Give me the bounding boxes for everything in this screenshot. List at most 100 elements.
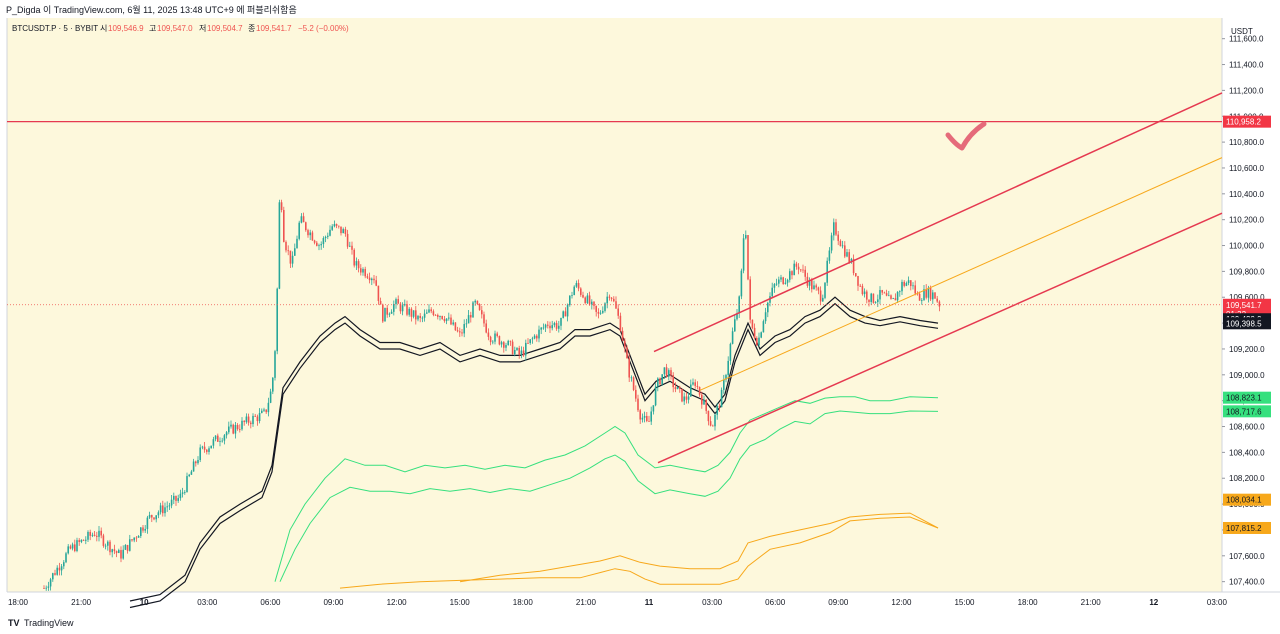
candle-body — [643, 415, 646, 418]
candle-body — [170, 499, 173, 506]
candle-body — [883, 292, 886, 294]
candle-body — [250, 422, 252, 425]
candle-body — [100, 530, 102, 536]
chart[interactable]: USDT BTCUSDT.P · 5 · BYBIT 시 109,546.9 고… — [0, 18, 1280, 612]
candle-body — [144, 528, 146, 531]
candle-body — [485, 323, 487, 333]
candle-body — [503, 342, 505, 348]
candle-body — [789, 271, 791, 280]
candle-body — [124, 544, 127, 550]
candle-body — [929, 287, 932, 300]
candle-body — [802, 269, 804, 271]
horizontal-line[interactable] — [7, 121, 1222, 306]
candle-body — [808, 280, 811, 286]
candle-body — [65, 553, 67, 563]
candle-body — [247, 416, 250, 423]
candle-body — [773, 284, 776, 288]
candle-body — [599, 312, 602, 314]
x-tick-label: 09:00 — [323, 598, 344, 607]
candle-body — [404, 304, 406, 306]
candle-body — [564, 311, 567, 317]
candle-body — [595, 305, 597, 312]
candle-body — [749, 279, 751, 320]
x-tick-label: 18:00 — [513, 598, 534, 607]
candle-body — [635, 389, 637, 399]
candle-body — [318, 245, 320, 247]
candle-body — [98, 530, 100, 537]
candle-body — [863, 291, 866, 295]
candle-body — [217, 435, 219, 442]
candle-body — [362, 269, 364, 273]
orange-band-line — [459, 512, 939, 583]
candle-body — [474, 300, 476, 303]
time-axis[interactable]: 18:00 21:00 10 03:00 06:00 09:00 12:00 15:00 18:… — [8, 598, 1227, 607]
candle-body — [333, 224, 336, 227]
candle-body — [782, 277, 784, 284]
candle-body — [608, 296, 611, 298]
orange-badge — [1223, 493, 1271, 506]
candle-body — [195, 461, 197, 464]
candle-body — [771, 287, 773, 297]
candle-body — [690, 384, 692, 397]
candle-body — [364, 269, 366, 277]
candle-body — [309, 232, 311, 236]
candle-body — [901, 281, 903, 292]
candle-body — [745, 235, 747, 239]
candle-body — [129, 539, 131, 551]
y-tick-label: 111,200.0 — [1229, 86, 1264, 95]
candle-body — [533, 335, 536, 339]
candle-body — [621, 330, 624, 341]
candle-body — [767, 302, 769, 313]
candle-body — [93, 534, 96, 536]
candle-body — [146, 517, 149, 529]
parallel-channel[interactable] — [653, 92, 1223, 464]
candle-body — [866, 291, 868, 300]
candle-body — [45, 587, 47, 589]
candle-body — [698, 386, 701, 395]
candle-body — [408, 308, 410, 315]
y-tick-label: 111,600.0 — [1229, 35, 1264, 44]
candle-body — [602, 310, 604, 313]
candle-body — [432, 311, 435, 315]
candle-body — [265, 409, 267, 413]
candle-body — [918, 293, 921, 301]
channel-lower-line — [657, 212, 1223, 464]
candle-body — [252, 415, 254, 425]
candle-body — [423, 313, 426, 318]
candle-body — [470, 315, 472, 318]
candle-body — [538, 329, 540, 339]
candle-body — [723, 379, 725, 390]
current-price-badge-label: 109,541.7 — [1226, 301, 1262, 310]
candle-body — [221, 440, 223, 442]
candle-body — [245, 416, 248, 423]
candle-body — [498, 336, 501, 345]
candle-body — [269, 391, 272, 403]
candle-body — [104, 545, 107, 547]
x-tick-label: 15:00 — [450, 598, 471, 607]
publish-info: P_Digda 이 TradingView.com, 6월 11, 2025 1… — [6, 5, 297, 15]
candle-body — [243, 420, 245, 423]
candle-body — [632, 377, 635, 390]
candle-body — [646, 415, 648, 422]
candle-body — [296, 238, 298, 249]
candle-body — [740, 270, 743, 297]
channel-middle-line — [699, 157, 1223, 391]
candle-body — [390, 311, 393, 314]
candle-body — [52, 573, 54, 580]
candle-body — [762, 321, 765, 333]
candle-body — [379, 300, 382, 305]
candle-body — [542, 327, 545, 329]
candle-body — [547, 324, 549, 326]
candle-body — [67, 546, 69, 554]
candle-body — [276, 288, 278, 352]
candle-body — [709, 421, 712, 426]
y-tick-label: 111,400.0 — [1229, 61, 1264, 70]
candle-body — [811, 280, 813, 290]
candle-body — [727, 360, 729, 376]
candle-body — [852, 258, 855, 274]
candle-body — [107, 541, 109, 546]
candle-body — [936, 298, 938, 302]
x-tick-label: 03:00 — [702, 598, 723, 607]
candle-body — [241, 420, 243, 430]
candle-body — [340, 226, 342, 234]
